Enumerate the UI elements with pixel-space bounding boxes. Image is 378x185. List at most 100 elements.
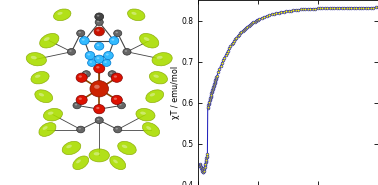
Ellipse shape xyxy=(144,37,149,41)
Point xyxy=(356,6,362,9)
Ellipse shape xyxy=(146,126,151,130)
Point xyxy=(235,35,241,38)
Point xyxy=(305,7,311,10)
Point xyxy=(212,79,218,82)
Point xyxy=(204,154,210,157)
Ellipse shape xyxy=(97,119,99,120)
Ellipse shape xyxy=(114,75,117,78)
Ellipse shape xyxy=(110,72,112,74)
Ellipse shape xyxy=(57,12,63,15)
Point xyxy=(213,77,219,80)
Ellipse shape xyxy=(139,33,159,48)
Ellipse shape xyxy=(97,44,99,46)
Ellipse shape xyxy=(77,126,85,133)
Point xyxy=(319,7,325,10)
Ellipse shape xyxy=(79,32,81,33)
Point xyxy=(211,85,217,88)
Ellipse shape xyxy=(94,105,105,114)
Point xyxy=(198,167,204,170)
Point xyxy=(344,6,350,9)
Point xyxy=(290,9,296,12)
Point xyxy=(256,17,262,20)
Ellipse shape xyxy=(114,126,122,133)
Ellipse shape xyxy=(117,102,125,109)
Point xyxy=(365,6,371,9)
Point xyxy=(203,160,209,163)
Ellipse shape xyxy=(82,39,85,41)
Ellipse shape xyxy=(127,9,145,21)
Ellipse shape xyxy=(97,15,99,17)
Ellipse shape xyxy=(104,51,113,60)
Ellipse shape xyxy=(125,50,127,52)
Ellipse shape xyxy=(109,37,119,45)
Point xyxy=(201,166,207,169)
Point xyxy=(243,26,249,29)
Point xyxy=(206,103,212,106)
Ellipse shape xyxy=(114,98,117,100)
Point xyxy=(226,47,232,50)
Point xyxy=(225,49,231,52)
Point xyxy=(200,170,206,173)
Ellipse shape xyxy=(110,156,125,170)
Point xyxy=(217,68,223,70)
Ellipse shape xyxy=(156,56,163,59)
Ellipse shape xyxy=(97,57,99,59)
Ellipse shape xyxy=(122,145,127,148)
Point xyxy=(221,56,227,59)
Point xyxy=(246,24,252,27)
Point xyxy=(209,89,215,92)
Point xyxy=(334,6,340,9)
Ellipse shape xyxy=(114,30,122,37)
Point xyxy=(197,164,203,167)
Ellipse shape xyxy=(140,112,146,115)
Point xyxy=(214,74,220,77)
Point xyxy=(238,31,244,34)
Ellipse shape xyxy=(54,9,71,21)
Ellipse shape xyxy=(106,53,109,56)
Point xyxy=(285,9,291,12)
Ellipse shape xyxy=(79,98,82,100)
Point xyxy=(244,25,250,28)
Ellipse shape xyxy=(94,152,100,155)
Point xyxy=(232,38,238,41)
Point xyxy=(198,165,204,168)
Point xyxy=(336,6,342,9)
Point xyxy=(213,76,219,79)
Ellipse shape xyxy=(112,39,114,41)
Point xyxy=(236,33,242,36)
Point xyxy=(240,29,246,32)
Point xyxy=(373,6,378,9)
Point xyxy=(197,163,203,166)
Ellipse shape xyxy=(79,75,82,78)
Ellipse shape xyxy=(43,126,48,130)
Point xyxy=(300,8,306,11)
Point xyxy=(219,62,225,65)
Point xyxy=(297,8,304,11)
Point xyxy=(201,165,208,168)
Point xyxy=(206,99,212,102)
Point xyxy=(198,166,204,169)
Point xyxy=(278,11,284,14)
Point xyxy=(210,87,216,90)
Ellipse shape xyxy=(73,156,89,170)
Ellipse shape xyxy=(87,53,90,56)
Ellipse shape xyxy=(90,61,92,63)
Point xyxy=(329,6,335,9)
Point xyxy=(201,169,207,172)
Point xyxy=(209,90,215,93)
Ellipse shape xyxy=(48,112,53,115)
Point xyxy=(208,94,214,97)
Point xyxy=(250,21,256,24)
Ellipse shape xyxy=(62,141,81,155)
Ellipse shape xyxy=(35,75,40,78)
Point xyxy=(332,6,338,9)
Ellipse shape xyxy=(76,159,81,163)
Point xyxy=(247,23,253,26)
Point xyxy=(204,153,211,156)
Ellipse shape xyxy=(31,71,49,84)
Ellipse shape xyxy=(111,95,122,105)
Point xyxy=(288,9,294,12)
Point xyxy=(312,7,318,10)
Point xyxy=(231,39,237,42)
Point xyxy=(370,6,376,9)
